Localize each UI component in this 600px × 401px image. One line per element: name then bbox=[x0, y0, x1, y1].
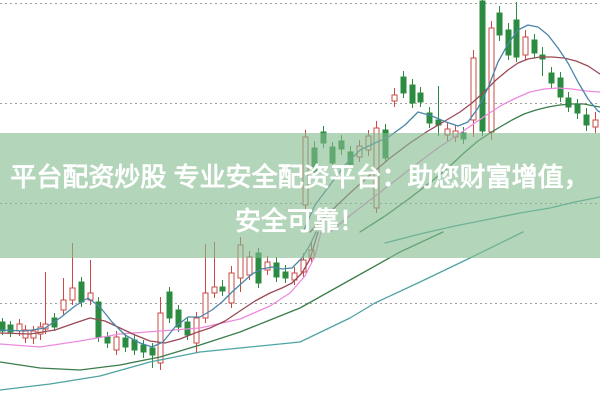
promo-banner-line2: 安全可靠！ bbox=[234, 206, 365, 236]
promo-banner-overlay: 平台配资炒股 专业安全配资平台：助您财富增值， 安全可靠！ bbox=[0, 133, 600, 258]
promo-banner-line1: 平台配资炒股 专业安全配资平台：助您财富增值， bbox=[10, 162, 590, 192]
